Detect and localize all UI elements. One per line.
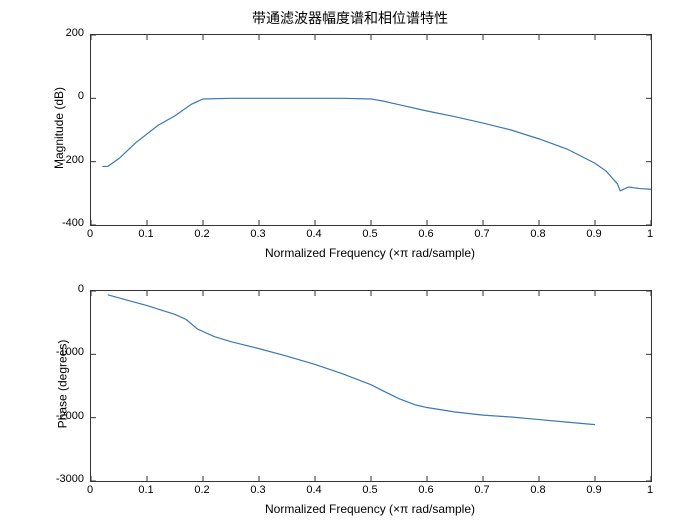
xtick-label: 0.3 [243,484,273,496]
xtick-label: 0.4 [299,228,329,240]
ytick-label: -2000 [42,410,84,422]
ytick-label: 0 [42,90,84,102]
ytick-label: -3000 [42,473,84,485]
xtick-label: 0.5 [355,228,385,240]
magnitude-plot [90,34,652,226]
phase-xlabel: Normalized Frequency (×π rad/sample) [240,502,500,516]
chart-title: 带通滤波器幅度谱和相位谱特性 [0,8,700,28]
phase-svg [91,291,651,481]
magnitude-xlabel: Normalized Frequency (×π rad/sample) [240,246,500,260]
xtick-label: 0.5 [355,484,385,496]
ytick-label: -200 [42,154,84,166]
ytick-label: -1000 [42,346,84,358]
xtick-label: 1 [635,228,665,240]
ytick-label: -400 [42,217,84,229]
xtick-label: 0 [75,484,105,496]
xtick-label: 1 [635,484,665,496]
xtick-label: 0.6 [411,484,441,496]
xtick-label: 0 [75,228,105,240]
xtick-label: 0.2 [187,228,217,240]
chart-container: 带通滤波器幅度谱和相位谱特性 Magnitude (dB) Normalized… [0,0,700,525]
xtick-label: 0.6 [411,228,441,240]
xtick-label: 0.1 [131,484,161,496]
ytick-label: 0 [42,283,84,295]
phase-plot [90,290,652,482]
xtick-label: 0.4 [299,484,329,496]
xtick-label: 0.7 [467,228,497,240]
xtick-label: 0.9 [579,484,609,496]
xtick-label: 0.7 [467,484,497,496]
xtick-label: 0.3 [243,228,273,240]
xtick-label: 0.2 [187,484,217,496]
xtick-label: 0.1 [131,228,161,240]
magnitude-svg [91,35,651,225]
ytick-label: 200 [42,27,84,39]
xtick-label: 0.8 [523,484,553,496]
xtick-label: 0.8 [523,228,553,240]
xtick-label: 0.9 [579,228,609,240]
